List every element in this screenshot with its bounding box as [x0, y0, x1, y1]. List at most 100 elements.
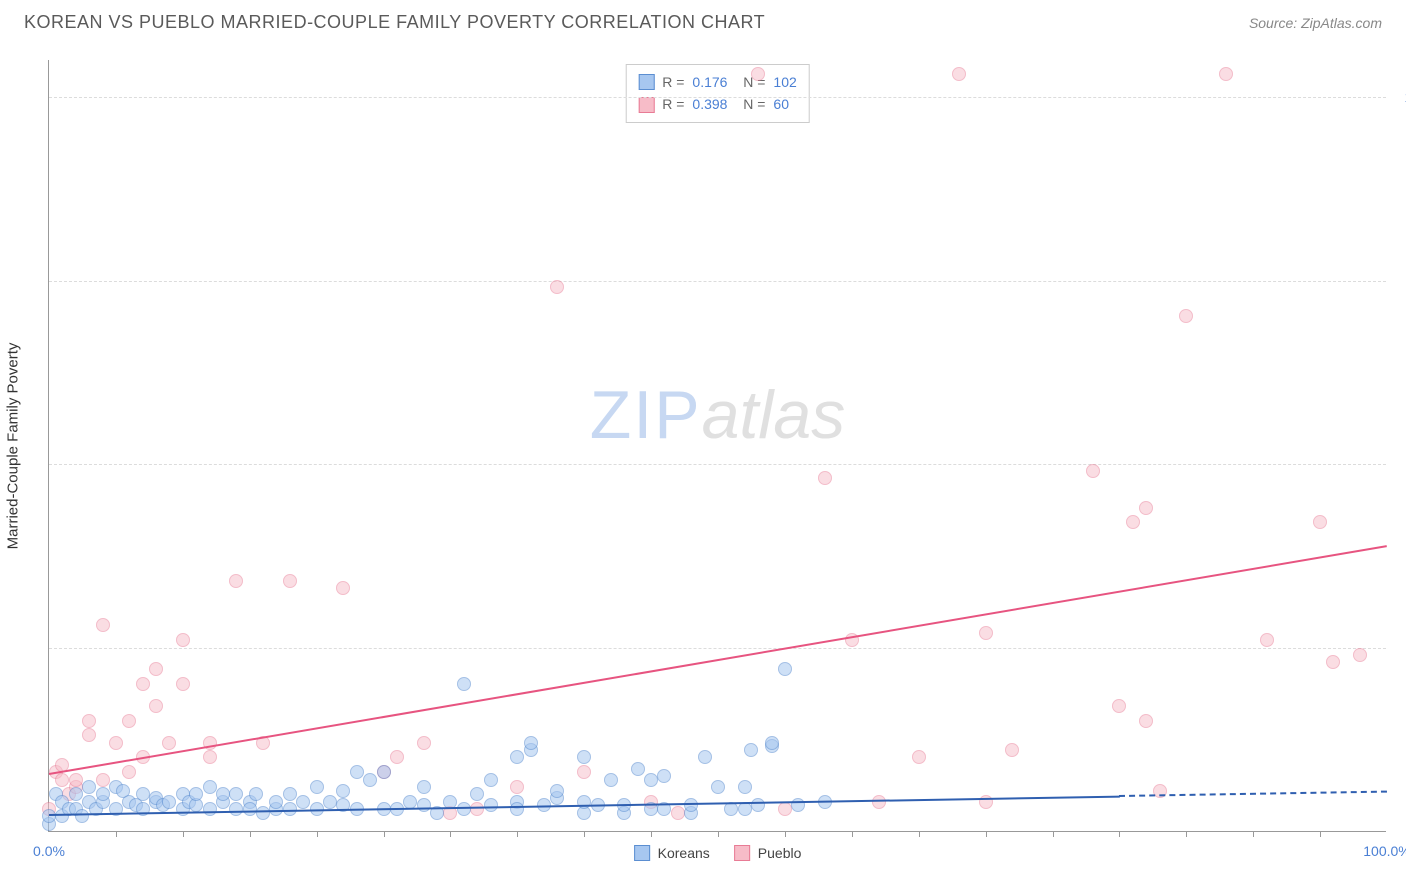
data-point-pueblo — [417, 736, 431, 750]
x-tick — [584, 831, 585, 837]
x-tick — [116, 831, 117, 837]
y-tick-label: 25.0% — [1392, 640, 1406, 656]
data-point-pueblo — [283, 574, 297, 588]
data-point-koreans — [350, 765, 364, 779]
x-tick — [183, 831, 184, 837]
x-tick-label: 100.0% — [1363, 843, 1406, 859]
data-point-pueblo — [979, 795, 993, 809]
x-tick — [250, 831, 251, 837]
y-tick-label: 100.0% — [1392, 89, 1406, 105]
swatch-koreans — [638, 74, 654, 90]
data-point-pueblo — [1126, 515, 1140, 529]
data-point-koreans — [323, 795, 337, 809]
data-point-koreans — [510, 802, 524, 816]
data-point-koreans — [377, 765, 391, 779]
x-tick — [1186, 831, 1187, 837]
data-point-koreans — [550, 784, 564, 798]
stats-legend: R = 0.176 N = 102 R = 0.398 N = 60 — [625, 64, 810, 123]
data-point-pueblo — [1139, 501, 1153, 515]
data-point-koreans — [765, 736, 779, 750]
grid-line — [49, 281, 1386, 282]
data-point-pueblo — [69, 773, 83, 787]
data-point-koreans — [577, 750, 591, 764]
legend-item-koreans: Koreans — [634, 845, 710, 861]
x-tick — [517, 831, 518, 837]
data-point-koreans — [751, 798, 765, 812]
chart-plot-area: Married-Couple Family Poverty ZIPatlas R… — [48, 60, 1386, 832]
data-point-koreans — [711, 780, 725, 794]
source-label: Source: ZipAtlas.com — [1249, 15, 1382, 31]
x-tick — [450, 831, 451, 837]
r-value-koreans: 0.176 — [692, 71, 727, 93]
x-tick — [785, 831, 786, 837]
x-tick — [718, 831, 719, 837]
data-point-pueblo — [1326, 655, 1340, 669]
legend-item-pueblo: Pueblo — [734, 845, 802, 861]
data-point-koreans — [631, 762, 645, 776]
data-point-koreans — [229, 787, 243, 801]
watermark-zip: ZIP — [590, 377, 702, 453]
data-point-koreans — [644, 773, 658, 787]
data-point-koreans — [283, 787, 297, 801]
x-tick — [919, 831, 920, 837]
data-point-koreans — [510, 750, 524, 764]
data-point-koreans — [484, 773, 498, 787]
data-point-koreans — [778, 662, 792, 676]
data-point-koreans — [42, 809, 56, 823]
data-point-koreans — [69, 787, 83, 801]
data-point-pueblo — [1139, 714, 1153, 728]
chart-title: KOREAN VS PUEBLO MARRIED-COUPLE FAMILY P… — [24, 12, 765, 33]
data-point-pueblo — [1086, 464, 1100, 478]
x-tick — [1320, 831, 1321, 837]
data-point-pueblo — [818, 471, 832, 485]
x-tick — [1119, 831, 1120, 837]
data-point-pueblo — [1005, 743, 1019, 757]
data-point-pueblo — [1112, 699, 1126, 713]
data-point-koreans — [336, 784, 350, 798]
data-point-koreans — [296, 795, 310, 809]
x-tick — [986, 831, 987, 837]
data-point-koreans — [249, 787, 263, 801]
data-point-pueblo — [336, 581, 350, 595]
data-point-koreans — [136, 787, 150, 801]
x-tick-label: 0.0% — [33, 843, 65, 859]
data-point-koreans — [310, 780, 324, 794]
data-point-pueblo — [952, 67, 966, 81]
data-point-koreans — [457, 677, 471, 691]
data-point-koreans — [269, 795, 283, 809]
x-tick — [1053, 831, 1054, 837]
data-point-koreans — [698, 750, 712, 764]
y-axis-label: Married-Couple Family Poverty — [5, 342, 22, 549]
data-point-pueblo — [390, 750, 404, 764]
x-tick — [651, 831, 652, 837]
data-point-pueblo — [149, 699, 163, 713]
regression-line — [49, 545, 1387, 775]
data-point-pueblo — [96, 618, 110, 632]
data-point-koreans — [75, 809, 89, 823]
data-point-pueblo — [1219, 67, 1233, 81]
n-value-koreans: 102 — [773, 71, 796, 93]
data-point-koreans — [484, 798, 498, 812]
data-point-pueblo — [96, 773, 110, 787]
data-point-koreans — [524, 736, 538, 750]
legend-label-pueblo: Pueblo — [758, 845, 802, 861]
data-point-pueblo — [136, 677, 150, 691]
data-point-koreans — [417, 780, 431, 794]
x-tick — [384, 831, 385, 837]
data-point-pueblo — [550, 280, 564, 294]
stats-row-koreans: R = 0.176 N = 102 — [638, 71, 797, 93]
data-point-koreans — [162, 795, 176, 809]
x-tick — [852, 831, 853, 837]
data-point-koreans — [403, 795, 417, 809]
legend-label-koreans: Koreans — [658, 845, 710, 861]
data-point-koreans — [256, 806, 270, 820]
data-point-pueblo — [82, 728, 96, 742]
data-point-pueblo — [162, 736, 176, 750]
y-tick-label: 50.0% — [1392, 456, 1406, 472]
swatch-pueblo — [734, 845, 750, 861]
grid-line — [49, 464, 1386, 465]
data-point-koreans — [203, 780, 217, 794]
data-point-koreans — [657, 769, 671, 783]
data-point-pueblo — [671, 806, 685, 820]
data-point-koreans — [189, 787, 203, 801]
